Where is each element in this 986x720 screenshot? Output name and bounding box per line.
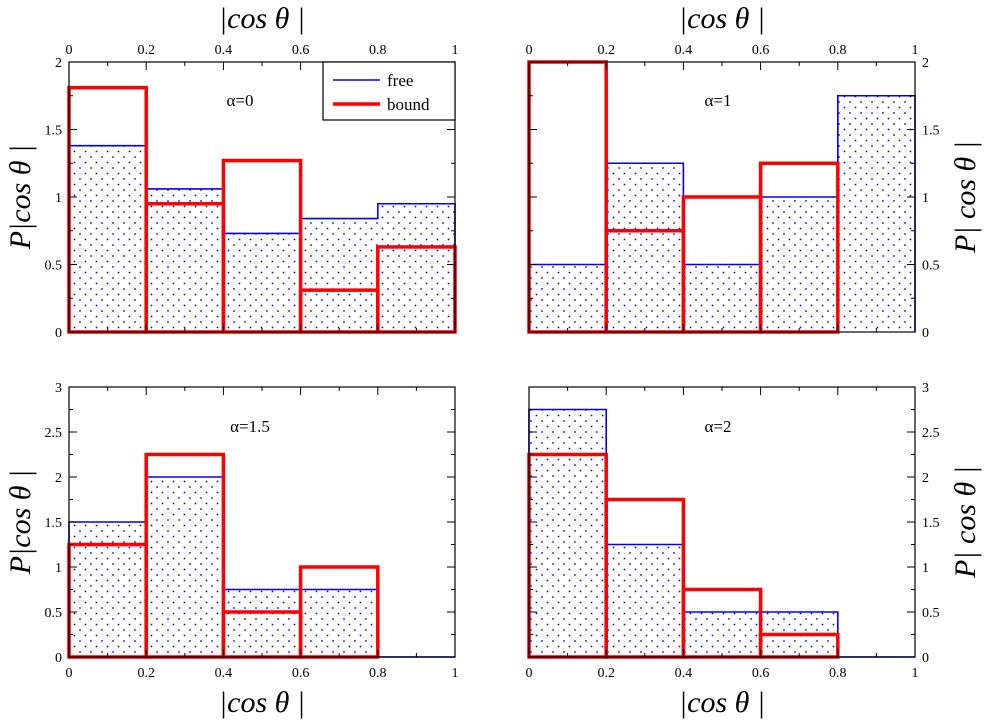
y-tick-label: 0 [922, 651, 929, 666]
y-tick-label: 0 [55, 326, 62, 341]
x-tick-label: 0 [526, 43, 533, 58]
y-tick-label: 1.5 [45, 516, 63, 531]
free-series-line [528, 94, 916, 332]
panel-alpha-label: α=1 [705, 91, 732, 110]
ylabel-bottom-right: P| cos θ | [949, 466, 982, 579]
free-bar-fill [606, 544, 684, 657]
free-bar-fill [606, 163, 684, 332]
y-tick-label: 1 [55, 561, 62, 576]
free-bar-fill [683, 264, 761, 332]
free-bar-fill [837, 95, 915, 332]
free-bar-fill [223, 233, 301, 332]
panel-alpha-label: α=2 [705, 417, 732, 436]
bottom-xlabel-right: |cos θ | [679, 686, 765, 719]
y-tick-label: 3 [922, 381, 929, 396]
x-tick-label: 0.8 [369, 43, 387, 58]
x-tick-label: 0.6 [752, 43, 770, 58]
x-tick-label: 0.4 [675, 43, 693, 58]
free-bar-fill [377, 203, 455, 332]
y-tick-label: 0 [55, 651, 62, 666]
x-tick-label: 0 [66, 43, 73, 58]
y-tick-label: 0.5 [922, 259, 940, 274]
x-tick-label: 0.8 [369, 666, 387, 681]
x-tick-label: 0 [66, 666, 73, 681]
y-tick-label: 2 [922, 56, 929, 71]
free-bar-fill [760, 197, 838, 332]
y-tick-label: 2 [922, 471, 929, 486]
top-xlabel-right: |cos θ | [679, 2, 765, 35]
x-tick-label: 0 [526, 666, 533, 681]
panel-alpha-1-5: 0 0.2 0.4 0.6 0.8 1 0 0.5 1 1.5 2 2.5 3 α=1.5 [45, 381, 459, 681]
x-tick-label: 0.6 [292, 43, 310, 58]
ylabel-top-left: P|cos θ | [4, 145, 37, 251]
free-bar-fill [69, 145, 147, 332]
y-tick-label: 0.5 [45, 259, 63, 274]
x-tick-label: 1 [912, 666, 919, 681]
free-bar-fill [69, 522, 147, 657]
y-tick-label: 1 [922, 191, 929, 206]
y-tick-label: 0.5 [922, 606, 940, 621]
free-bar-fill [300, 218, 378, 332]
x-tick-label: 0.4 [215, 666, 233, 681]
x-tick-label: 0.4 [215, 43, 233, 58]
x-tick-label: 1 [452, 666, 459, 681]
free-bar-fill [529, 264, 607, 332]
x-tick-label: 1 [452, 43, 459, 58]
free-bar-fill [146, 188, 224, 332]
panel-alpha-2: 0 0.2 0.4 0.6 0.8 100.511.522.53α=2 [526, 381, 940, 681]
y-tick-label: 1.5 [922, 124, 940, 139]
x-tick-label: 0.2 [137, 43, 155, 58]
panel-alpha-label: α=1.5 [230, 417, 270, 436]
legend-bound-label: bound [387, 95, 430, 114]
free-series-line [68, 144, 456, 332]
free-bar-fill [529, 409, 607, 657]
legend-free-label: free [387, 71, 413, 90]
free-bar-fill [300, 589, 378, 657]
x-tick-label: 0.6 [752, 666, 770, 681]
top-xlabel-left: |cos θ | [219, 2, 305, 35]
y-tick-label: 3 [55, 381, 62, 396]
x-tick-label: 0.2 [597, 666, 615, 681]
x-tick-label: 0.6 [292, 666, 310, 681]
ylabel-bottom-left: P|cos θ | [4, 470, 37, 576]
y-tick-label: 0 [922, 326, 929, 341]
x-tick-label: 0.8 [829, 43, 847, 58]
legend: free bound [322, 61, 456, 121]
y-tick-label: 1.5 [922, 516, 940, 531]
x-tick-label: 0.2 [137, 666, 155, 681]
free-bar-fill [683, 612, 761, 657]
y-tick-label: 2 [55, 56, 62, 71]
y-tick-label: 2.5 [45, 426, 63, 441]
panel-alpha-label: α=0 [227, 91, 254, 110]
y-tick-label: 1.5 [45, 124, 63, 139]
panel-alpha-1: 0 0.2 0.4 0.6 0.8 1 0 0.5 1 1.5 2 α=1 [526, 43, 940, 341]
y-tick-label: 1 [922, 561, 929, 576]
y-tick-label: 1 [55, 191, 62, 206]
y-tick-label: 2 [55, 471, 62, 486]
free-bar-fill [146, 477, 224, 657]
panel-alpha-0: 0 0.2 0.4 0.6 0.8 1 0 0.5 1 1.5 2 α=0 [45, 43, 459, 341]
x-tick-label: 0.8 [829, 666, 847, 681]
y-tick-label: 0.5 [45, 606, 63, 621]
ylabel-top-right: P| cos θ | [949, 141, 982, 254]
x-tick-label: 0.2 [597, 43, 615, 58]
x-tick-label: 0.4 [675, 666, 693, 681]
legend-box [322, 61, 456, 121]
y-tick-label: 2.5 [922, 426, 940, 441]
x-tick-label: 1 [912, 43, 919, 58]
bottom-xlabel-left: |cos θ | [219, 686, 305, 719]
free-bar-fill [223, 589, 301, 657]
